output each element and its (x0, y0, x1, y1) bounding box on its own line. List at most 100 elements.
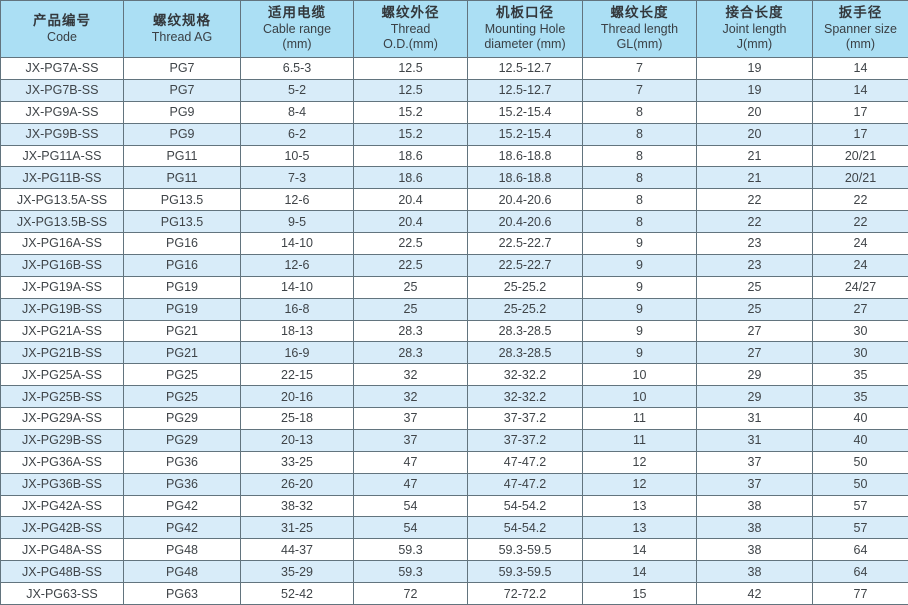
cell-thread-length: 9 (582, 275, 697, 299)
cell-code: JX-PG9B-SS (0, 122, 124, 146)
cell-thread-ag: PG36 (123, 472, 241, 496)
header-label-en: Cable range (262, 21, 332, 36)
cell-spanner-size: 40 (812, 407, 908, 430)
cell-joint-length: 19 (696, 57, 813, 80)
cell-thread-length: 10 (582, 385, 697, 408)
header-label-zh: 产品编号 (33, 12, 91, 28)
cell-thread-od: 59.3 (353, 560, 468, 583)
cell-thread-ag: PG19 (123, 297, 241, 321)
cell-thread-length: 11 (582, 428, 697, 452)
cell-thread-length: 15 (582, 582, 697, 605)
cell-mounting-hole: 32-32.2 (467, 385, 583, 408)
cell-spanner-size: 35 (812, 385, 908, 408)
cell-mounting-hole: 12.5-12.7 (467, 78, 583, 102)
cell-mounting-hole: 22.5-22.7 (467, 232, 583, 255)
header-label-en: diameter (mm) (484, 37, 566, 52)
table-row: JX-PG42A-SS PG42 38-32 54 54-54.2 13 38 57 (0, 494, 908, 518)
cell-spanner-size: 24 (812, 232, 908, 255)
cell-cable-range: 12-6 (240, 188, 354, 212)
cell-thread-ag: PG11 (123, 144, 241, 168)
cell-cable-range: 12-6 (240, 253, 354, 277)
cell-thread-length: 13 (582, 516, 697, 540)
cell-joint-length: 25 (696, 275, 813, 299)
cell-code: JX-PG16A-SS (0, 232, 124, 255)
table-row: JX-PG21B-SS PG21 16-9 28.3 28.3-28.5 9 27 30 (0, 341, 908, 365)
cell-thread-od: 18.6 (353, 166, 468, 190)
cell-thread-length: 11 (582, 407, 697, 430)
table-row: JX-PG63-SS PG63 52-42 72 72-72.2 15 42 77 (0, 582, 908, 605)
cell-joint-length: 22 (696, 188, 813, 212)
cell-spanner-size: 50 (812, 472, 908, 496)
cell-joint-length: 19 (696, 78, 813, 102)
header-label-en: Code (47, 29, 77, 44)
cell-cable-range: 38-32 (240, 494, 354, 518)
table-header: 产品编号 Code 螺纹规格 Thread AG 适用电缆 Cable range (mm)… (0, 0, 908, 58)
cell-spanner-size: 57 (812, 494, 908, 518)
header-label-en: Joint length (722, 21, 787, 36)
cell-cable-range: 18-13 (240, 319, 354, 343)
cell-thread-od: 18.6 (353, 144, 468, 168)
table-row: JX-PG19A-SS PG19 14-10 25 25-25.2 9 25 24/27 (0, 275, 908, 299)
table-row: JX-PG36B-SS PG36 26-20 47 47-47.2 12 37 50 (0, 472, 908, 496)
cell-spanner-size: 64 (812, 560, 908, 583)
cell-cable-range: 14-10 (240, 275, 354, 299)
cell-joint-length: 27 (696, 319, 813, 343)
cell-cable-range: 16-8 (240, 297, 354, 321)
cell-code: JX-PG36A-SS (0, 450, 124, 474)
table-row: JX-PG11A-SS PG11 10-5 18.6 18.6-18.8 8 21 20/21 (0, 144, 908, 168)
cell-spanner-size: 35 (812, 363, 908, 387)
table-row: JX-PG36A-SS PG36 33-25 47 47-47.2 12 37 50 (0, 450, 908, 474)
cell-mounting-hole: 22.5-22.7 (467, 253, 583, 277)
cell-thread-ag: PG7 (123, 78, 241, 102)
cell-joint-length: 20 (696, 100, 813, 124)
header-label-en: (mm) (282, 37, 312, 52)
cell-mounting-hole: 54-54.2 (467, 494, 583, 518)
cell-thread-ag: PG48 (123, 560, 241, 583)
cell-code: JX-PG9A-SS (0, 100, 124, 124)
cell-mounting-hole: 18.6-18.8 (467, 166, 583, 190)
cell-thread-od: 20.4 (353, 188, 468, 212)
cell-joint-length: 37 (696, 450, 813, 474)
cell-spanner-size: 24 (812, 253, 908, 277)
cell-thread-ag: PG42 (123, 494, 241, 518)
column-header-code: 产品编号 Code (0, 0, 124, 58)
cell-thread-length: 9 (582, 319, 697, 343)
cell-thread-length: 9 (582, 253, 697, 277)
cell-joint-length: 20 (696, 122, 813, 146)
cell-mounting-hole: 18.6-18.8 (467, 144, 583, 168)
header-label-en: (mm) (845, 37, 876, 52)
cell-code: JX-PG25A-SS (0, 363, 124, 387)
cell-thread-od: 12.5 (353, 57, 468, 80)
cell-mounting-hole: 28.3-28.5 (467, 319, 583, 343)
header-label-en: Thread (390, 21, 431, 36)
cell-mounting-hole: 37-37.2 (467, 428, 583, 452)
cell-thread-length: 13 (582, 494, 697, 518)
header-label-zh: 机板口径 (496, 4, 554, 20)
cell-mounting-hole: 20.4-20.6 (467, 210, 583, 233)
cell-mounting-hole: 47-47.2 (467, 450, 583, 474)
cell-mounting-hole: 25-25.2 (467, 275, 583, 299)
header-label-zh: 接合长度 (725, 4, 784, 20)
table-body: JX-PG7A-SS PG7 6.5-3 12.5 12.5-12.7 7 19 14 JX-P… (0, 57, 908, 605)
cell-code: JX-PG16B-SS (0, 253, 124, 277)
table-row: JX-PG16B-SS PG16 12-6 22.5 22.5-22.7 9 23 24 (0, 253, 908, 277)
cell-joint-length: 31 (696, 407, 813, 430)
cell-thread-ag: PG29 (123, 407, 241, 430)
header-label-zh: 扳手径 (838, 4, 883, 20)
cell-thread-length: 12 (582, 472, 697, 496)
cell-code: JX-PG42B-SS (0, 516, 124, 540)
cell-thread-ag: PG21 (123, 319, 241, 343)
cell-cable-range: 33-25 (240, 450, 354, 474)
cell-thread-length: 12 (582, 450, 697, 474)
cell-cable-range: 25-18 (240, 407, 354, 430)
cell-thread-od: 72 (353, 582, 468, 605)
cell-spanner-size: 17 (812, 100, 908, 124)
cell-thread-od: 59.3 (353, 538, 468, 562)
cell-thread-length: 9 (582, 297, 697, 321)
cell-joint-length: 29 (696, 363, 813, 387)
cell-thread-ag: PG13.5 (123, 188, 241, 212)
cell-thread-length: 10 (582, 363, 697, 387)
cell-mounting-hole: 28.3-28.5 (467, 341, 583, 365)
cell-thread-od: 20.4 (353, 210, 468, 233)
cell-mounting-hole: 25-25.2 (467, 297, 583, 321)
